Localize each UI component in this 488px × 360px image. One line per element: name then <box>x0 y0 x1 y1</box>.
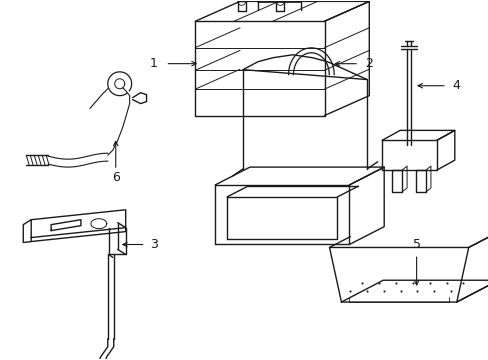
Text: 3: 3 <box>150 238 158 251</box>
Text: 1: 1 <box>149 57 157 70</box>
Text: 2: 2 <box>365 57 372 70</box>
Text: 4: 4 <box>452 79 460 92</box>
Text: 5: 5 <box>412 238 420 251</box>
Text: 6: 6 <box>112 171 120 184</box>
